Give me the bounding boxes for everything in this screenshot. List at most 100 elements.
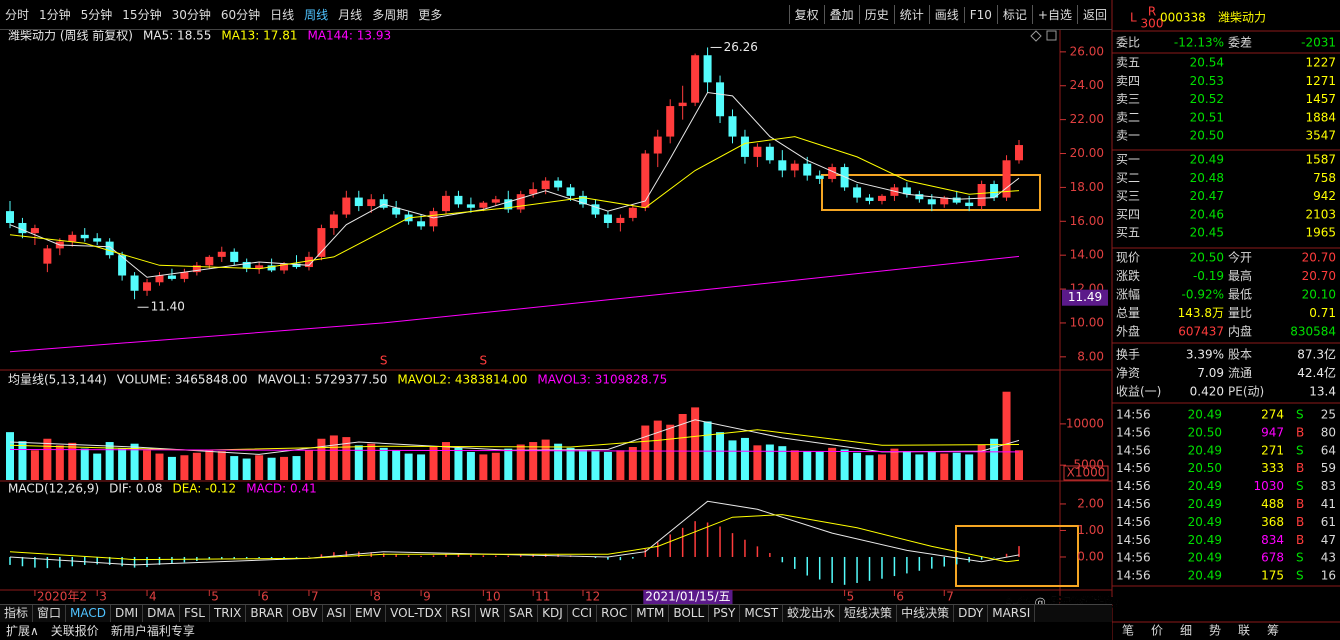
indicator-tab[interactable]: 指标 [0, 605, 34, 622]
panel-icon[interactable]: 价 [1151, 624, 1163, 638]
quote-cell: 41 [1321, 497, 1336, 511]
period-tab[interactable]: 更多 [418, 8, 443, 22]
indicator-tab[interactable]: SAR [505, 605, 539, 622]
indicator-tab[interactable]: 蛟龙出水 [783, 605, 841, 622]
indicator-tab[interactable]: TRIX [210, 605, 247, 622]
quote-cell: 143.8万 [1178, 306, 1224, 320]
indicator-tab[interactable]: KDJ [538, 605, 568, 622]
period-tab[interactable]: 5分钟 [80, 8, 113, 22]
link-tab[interactable]: 关联报价 [50, 624, 99, 638]
link-tab[interactable]: 新用户福利专享 [110, 624, 195, 638]
panel-title: 均量线(5,13,144) [8, 373, 107, 387]
panel-icon[interactable]: 细 [1180, 624, 1192, 638]
toggle-icon[interactable] [1030, 30, 1042, 42]
tool-button[interactable]: 叠加 [823, 5, 859, 24]
indicator-tab[interactable]: DMA [143, 605, 180, 622]
highlight-box [955, 525, 1079, 587]
indicator-tab[interactable]: BRAR [246, 605, 289, 622]
volume-bar [628, 446, 637, 480]
candle-body [329, 214, 338, 229]
quote-cell: 14:56 [1116, 479, 1151, 493]
candle-body [192, 265, 201, 273]
indicator-tab[interactable]: BOLL [669, 605, 710, 622]
period-tab[interactable]: 日线 [270, 8, 295, 22]
panel-icon[interactable]: 势 [1209, 624, 1221, 638]
quote-cell: 43 [1321, 551, 1336, 565]
indicator-tab[interactable]: MTM [632, 605, 670, 622]
highlight-box [821, 174, 1041, 211]
quote-cell: 14:56 [1116, 533, 1151, 547]
period-tab[interactable]: 1分钟 [39, 8, 71, 22]
tool-button[interactable]: 标记 [996, 5, 1032, 24]
indicator-tab[interactable]: MACD [66, 605, 112, 622]
indicator-tab[interactable]: RSI [447, 605, 476, 622]
indicator-tab[interactable]: PSY [709, 605, 741, 622]
panel-icon[interactable]: 联 [1238, 624, 1250, 638]
indicator-tab[interactable]: 短线决策 [840, 605, 898, 622]
tool-button[interactable]: +自选 [1031, 5, 1077, 24]
tool-button[interactable]: 返回 [1076, 5, 1112, 24]
indicator-tab[interactable]: MCST [740, 605, 784, 622]
chart-title: 潍柴动力 (周线 前复权) [8, 28, 133, 43]
candle-body [740, 136, 749, 157]
volume-bar [68, 442, 77, 480]
tool-button[interactable]: 画线 [928, 5, 964, 24]
link-tab[interactable]: 扩展∧ [6, 624, 39, 638]
indicator-line [9, 500, 1020, 566]
volume-bar [93, 453, 102, 480]
stock-code: 000338 [1160, 11, 1206, 25]
indicator-tab[interactable]: 窗口 [33, 605, 67, 622]
quote-cell: 20.49 [1188, 443, 1222, 457]
quote-cell: 总量 [1116, 306, 1140, 320]
annotation-label: 11.40 [151, 300, 185, 314]
quote-cell: 20.10 [1302, 288, 1336, 302]
quote-cell: 20.46 [1190, 207, 1224, 221]
period-tab[interactable]: 15分钟 [122, 8, 162, 22]
candle-body [479, 202, 488, 208]
indicator-tab[interactable]: MARSI [988, 605, 1036, 622]
period-tab[interactable]: 月线 [338, 8, 363, 22]
period-tab[interactable]: 周线 [304, 8, 329, 22]
x-tick-label: 3 [99, 590, 107, 604]
indicator-tab[interactable]: DDY [954, 605, 989, 622]
indicator-tab[interactable]: DMI [111, 605, 144, 622]
quote-cell: 20.49 [1188, 497, 1222, 511]
quote-cell: 1457 [1305, 92, 1336, 106]
legend-entry: MAVOL2: 4383814.00 [397, 373, 527, 387]
indicator-tab[interactable]: ASI [323, 605, 351, 622]
tool-button[interactable]: 复权 [788, 5, 824, 24]
volume-bar [367, 443, 376, 480]
quote-cell: 20.51 [1190, 110, 1224, 124]
period-tab[interactable]: 30分钟 [171, 8, 211, 22]
tool-button[interactable]: 统计 [893, 5, 929, 24]
panel-icon[interactable]: 笔 [1122, 623, 1134, 638]
indicator-tab[interactable]: ROC [597, 605, 633, 622]
panel-icon[interactable]: 筹 [1267, 624, 1279, 638]
volume-bar [454, 447, 463, 480]
tool-button[interactable]: F10 [963, 6, 997, 23]
indicator-tab[interactable]: FSL [180, 605, 210, 622]
quote-cell: 368 [1261, 515, 1284, 529]
expand-icon[interactable] [1046, 30, 1057, 41]
quote-cell: 委差 [1228, 36, 1252, 50]
indicator-tab[interactable]: EMV [351, 605, 387, 622]
period-tab[interactable]: 分时 [5, 8, 30, 22]
legend-entry: MAVOL3: 3109828.75 [537, 373, 667, 387]
volume-bar [43, 438, 52, 480]
indicator-tab[interactable]: 中线决策 [897, 605, 955, 622]
x-tick-label: 12 [585, 590, 600, 604]
quote-cell: 1271 [1305, 74, 1336, 88]
indicator-tab[interactable]: CCI [568, 605, 598, 622]
quote-cell: 14:56 [1116, 515, 1151, 529]
indicator-tab[interactable]: WR [476, 605, 505, 622]
quote-cell: S [1296, 408, 1304, 422]
period-tab[interactable]: 多周期 [372, 8, 409, 22]
candle-body [118, 255, 127, 276]
volume-bar [55, 445, 64, 480]
indicator-tab[interactable]: VOL-TDX [386, 605, 448, 622]
indicator-tab[interactable]: OBV [288, 605, 323, 622]
period-tab[interactable]: 60分钟 [220, 8, 261, 22]
quote-cell: 20.50 [1190, 251, 1224, 265]
tool-button[interactable]: 历史 [858, 5, 894, 24]
volume-bar [267, 457, 276, 480]
